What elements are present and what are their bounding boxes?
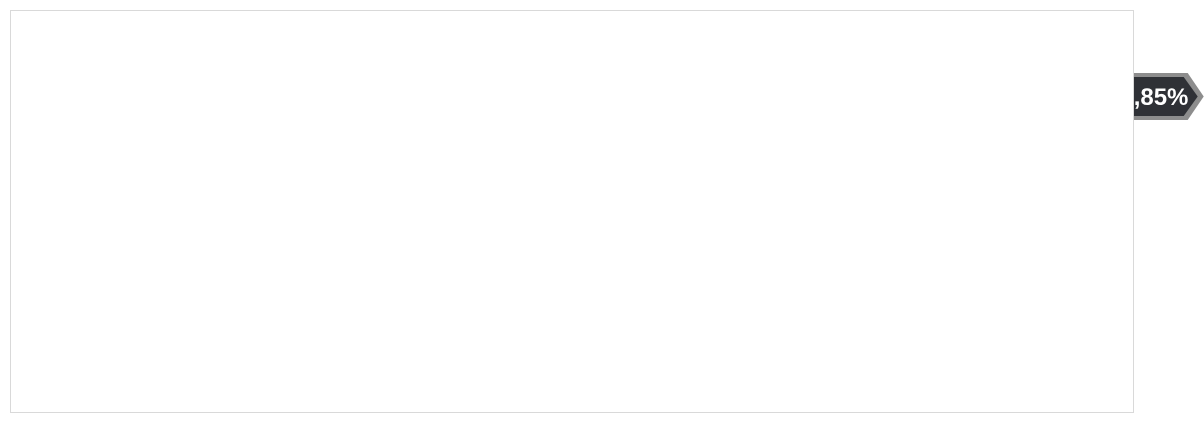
chart-frame (10, 10, 1134, 413)
